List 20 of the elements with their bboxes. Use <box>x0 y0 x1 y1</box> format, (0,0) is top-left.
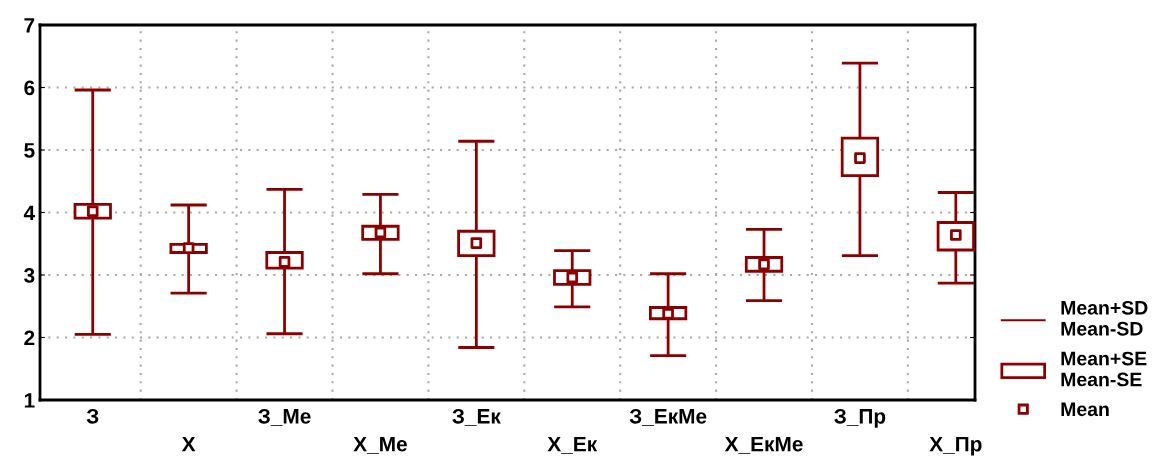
x-tick-label: Х_Ек <box>547 436 598 454</box>
x-tick-label: Х_Ме <box>353 436 407 454</box>
y-tick-label: 2 <box>24 330 35 346</box>
x-tick-label: З <box>86 408 99 424</box>
y-tick-label: 3 <box>24 268 35 283</box>
x-tick-label: З_ЕкМе <box>629 408 707 426</box>
x-tick-label: З_Ек <box>452 408 501 426</box>
x-tick-label: Х_ЕкМе <box>724 436 803 454</box>
x-tick-label: З_Пр <box>834 408 886 428</box>
legend-label: Mean+SE Mean-SE <box>1061 351 1147 387</box>
y-tick-label: 6 <box>24 80 35 96</box>
y-tick-label: 5 <box>24 143 35 158</box>
y-tick-label: 1 <box>24 393 35 408</box>
legend-label: Mean <box>1061 402 1109 417</box>
y-tick-label: 7 <box>24 18 35 33</box>
x-tick-label: Х <box>181 436 196 452</box>
text: Mean+SD Mean-SD <box>1061 300 1148 336</box>
x-tick-label: Х_Пр <box>929 436 982 456</box>
x-tick-label: З_Ме <box>258 408 311 426</box>
y-tick-label: 4 <box>23 205 36 221</box>
